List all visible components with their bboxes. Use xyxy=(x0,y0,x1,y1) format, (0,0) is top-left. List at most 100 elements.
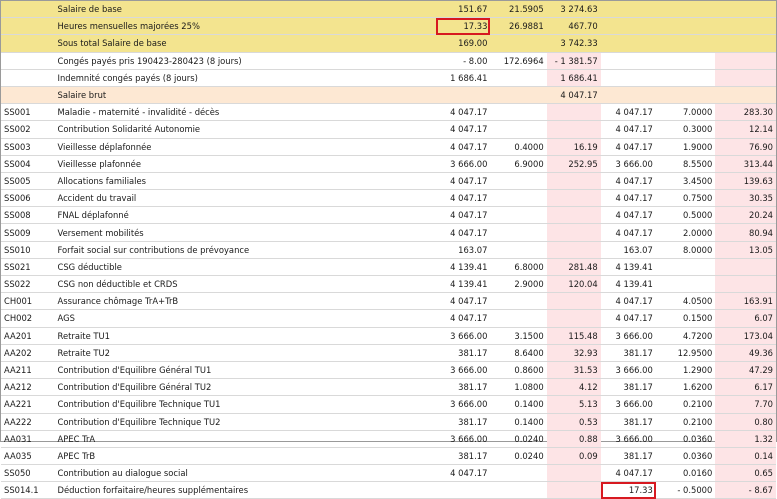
employer-rate-cell[interactable]: 3.4500 xyxy=(655,172,716,191)
rubric-code-cell[interactable] xyxy=(1,86,50,105)
employer-base-cell[interactable]: 381.17 xyxy=(600,413,656,431)
base-cell[interactable]: 381.17 xyxy=(436,344,491,362)
employer-amount-cell[interactable]: 283.30 xyxy=(715,103,776,122)
employer-rate-cell[interactable]: 12.9500 xyxy=(655,344,716,362)
base-cell[interactable]: 151.67 xyxy=(436,1,491,19)
employee-amount-cell[interactable]: 252.95 xyxy=(546,155,601,173)
employer-amount-cell[interactable]: 30.35 xyxy=(715,189,776,208)
rubric-code-cell[interactable]: SS003 xyxy=(1,138,50,156)
employee-rate-cell[interactable] xyxy=(490,86,547,105)
employer-rate-cell[interactable]: 4.7200 xyxy=(655,327,716,345)
base-cell[interactable]: 3 666.00 xyxy=(436,327,491,345)
base-cell[interactable]: 1 686.41 xyxy=(436,69,491,87)
base-cell[interactable]: - 8.00 xyxy=(436,52,491,70)
employee-amount-cell[interactable]: 0.53 xyxy=(546,413,601,431)
employer-rate-cell[interactable]: 0.0360 xyxy=(655,447,716,466)
table-row[interactable]: Heures mensuelles majorées 25% 17.33 26.98… xyxy=(1,17,776,36)
base-cell[interactable]: 4 047.17 xyxy=(436,464,491,483)
employer-rate-cell[interactable]: 8.0000 xyxy=(655,241,716,259)
base-cell[interactable]: 4 047.17 xyxy=(436,292,491,311)
employer-rate-cell[interactable]: 4.0500 xyxy=(655,292,716,311)
employer-base-cell[interactable]: 4 047.17 xyxy=(600,120,656,139)
employee-rate-cell[interactable]: 21.5905 xyxy=(490,1,547,19)
employer-base-cell[interactable]: 4 047.17 xyxy=(600,223,656,242)
rubric-label-cell[interactable]: Congés payés pris 190423-280423 (8 jours… xyxy=(49,52,437,70)
employee-rate-cell[interactable]: 172.6964 xyxy=(490,52,547,70)
employee-amount-cell[interactable]: 120.04 xyxy=(546,275,601,294)
employer-rate-cell[interactable]: 0.2100 xyxy=(655,413,716,431)
table-row[interactable]: AA212 Contribution d'Equilibre Général TU… xyxy=(1,378,776,397)
rubric-label-cell[interactable]: Salaire de base xyxy=(49,1,437,19)
employee-amount-cell[interactable]: - 1 381.57 xyxy=(546,52,601,70)
table-row[interactable]: Salaire brut 4 047.17 xyxy=(1,86,776,105)
employer-base-cell[interactable]: 4 047.17 xyxy=(600,138,656,156)
employee-amount-cell[interactable] xyxy=(546,464,601,483)
rubric-label-cell[interactable]: Contribution d'Equilibre Général TU1 xyxy=(49,361,437,380)
rubric-code-cell[interactable]: AA202 xyxy=(1,344,50,362)
employee-rate-cell[interactable]: 8.6400 xyxy=(490,344,547,362)
employer-base-cell[interactable]: 4 047.17 xyxy=(600,189,656,208)
rubric-label-cell[interactable]: Contribution au dialogue social xyxy=(49,464,437,483)
employer-amount-cell[interactable]: 1.32 xyxy=(715,430,776,448)
employer-amount-cell[interactable]: 49.36 xyxy=(715,344,776,362)
employer-amount-cell[interactable] xyxy=(715,34,776,53)
employee-amount-cell[interactable] xyxy=(546,206,601,225)
table-row[interactable]: AA202 Retraite TU2 381.17 8.6400 32.93 381.17… xyxy=(1,344,776,362)
base-cell[interactable]: 4 139.41 xyxy=(436,258,491,277)
employer-base-cell[interactable]: 4 047.17 xyxy=(600,206,656,225)
rubric-label-cell[interactable]: CSG déductible xyxy=(49,258,437,277)
base-cell[interactable]: 3 666.00 xyxy=(436,395,491,414)
employer-rate-cell[interactable]: 1.2900 xyxy=(655,361,716,380)
employee-amount-cell[interactable]: 3 742.33 xyxy=(546,34,601,53)
employee-rate-cell[interactable] xyxy=(490,309,547,328)
table-row[interactable]: AA031 APEC TrA 3 666.00 0.0240 0.88 3 666.00 0… xyxy=(1,430,776,448)
rubric-code-cell[interactable] xyxy=(1,1,50,19)
table-row[interactable]: SS002 Contribution Solidarité Autonomie 4 … xyxy=(1,120,776,139)
table-row[interactable]: SS006 Accident du travail 4 047.17 4 047.17… xyxy=(1,189,776,208)
rubric-label-cell[interactable]: CSG non déductible et CRDS xyxy=(49,275,437,294)
employer-rate-cell[interactable] xyxy=(655,69,716,87)
employer-amount-cell[interactable] xyxy=(715,1,776,19)
employer-rate-cell[interactable]: 2.0000 xyxy=(655,223,716,242)
rubric-label-cell[interactable]: FNAL déplafonné xyxy=(49,206,437,225)
employee-amount-cell[interactable]: 281.48 xyxy=(546,258,601,277)
employer-base-cell[interactable] xyxy=(600,86,656,105)
employee-amount-cell[interactable]: 4.12 xyxy=(546,378,601,397)
rubric-code-cell[interactable]: AA035 xyxy=(1,447,50,466)
base-cell[interactable] xyxy=(436,481,491,499)
employer-amount-cell[interactable] xyxy=(715,52,776,70)
rubric-label-cell[interactable]: Heures mensuelles majorées 25% xyxy=(49,17,437,36)
rubric-code-cell[interactable]: SS010 xyxy=(1,241,50,259)
employer-rate-cell[interactable]: 1.9000 xyxy=(655,138,716,156)
employer-amount-cell[interactable] xyxy=(715,69,776,87)
employer-rate-cell[interactable]: 0.0160 xyxy=(655,464,716,483)
employee-rate-cell[interactable]: 26.9881 xyxy=(490,17,547,36)
base-cell[interactable]: 4 047.17 xyxy=(436,223,491,242)
employee-amount-cell[interactable] xyxy=(546,189,601,208)
employee-rate-cell[interactable] xyxy=(490,464,547,483)
table-row[interactable]: AA211 Contribution d'Equilibre Général TU… xyxy=(1,361,776,380)
table-row[interactable]: AA221 Contribution d'Equilibre Technique … xyxy=(1,395,776,414)
highlighted-cell[interactable]: 17.33 xyxy=(600,481,656,499)
employer-base-cell[interactable]: 3 666.00 xyxy=(600,430,656,448)
employee-amount-cell[interactable] xyxy=(546,223,601,242)
employee-amount-cell[interactable] xyxy=(546,172,601,191)
rubric-code-cell[interactable] xyxy=(1,69,50,87)
table-row[interactable]: SS014.1 Déduction forfaitaire/heures supp… xyxy=(1,481,776,499)
employer-base-cell[interactable]: 4 047.17 xyxy=(600,172,656,191)
employer-rate-cell[interactable] xyxy=(655,86,716,105)
base-cell[interactable]: 4 047.17 xyxy=(436,206,491,225)
rubric-label-cell[interactable]: Contribution Solidarité Autonomie xyxy=(49,120,437,139)
employer-base-cell[interactable]: 4 139.41 xyxy=(600,275,656,294)
base-cell[interactable]: 4 047.17 xyxy=(436,138,491,156)
employer-rate-cell[interactable]: 0.2100 xyxy=(655,395,716,414)
employer-base-cell[interactable]: 381.17 xyxy=(600,378,656,397)
employee-amount-cell[interactable] xyxy=(546,309,601,328)
employee-rate-cell[interactable]: 6.8000 xyxy=(490,258,547,277)
employer-rate-cell[interactable]: - 0.5000 xyxy=(655,481,716,499)
rubric-code-cell[interactable] xyxy=(1,17,50,36)
table-row[interactable]: SS009 Versement mobilités 4 047.17 4 047.17… xyxy=(1,223,776,242)
rubric-code-cell[interactable]: CH001 xyxy=(1,292,50,311)
employer-amount-cell[interactable]: 0.65 xyxy=(715,464,776,483)
employer-amount-cell[interactable]: 163.91 xyxy=(715,292,776,311)
